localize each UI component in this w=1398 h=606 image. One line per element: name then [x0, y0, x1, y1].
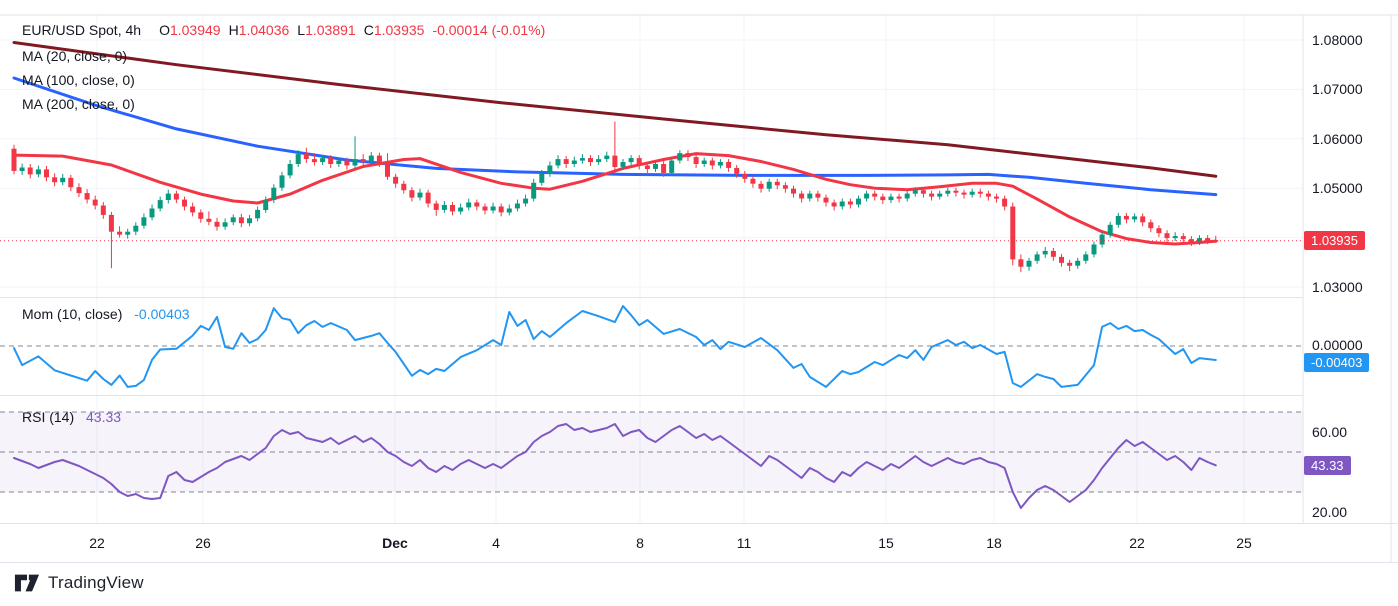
close-value: 1.03935	[373, 22, 425, 38]
time-tick-label: Dec	[382, 535, 408, 551]
mom-legend[interactable]: Mom (10, close) -0.00403	[22, 306, 190, 322]
mom-value-badge: -0.00403	[1304, 352, 1370, 372]
time-tick-label: 4	[492, 535, 500, 551]
rsi-legend-title: RSI (14)	[22, 409, 75, 425]
change-value: -0.00014 (-0.01%)	[432, 22, 546, 38]
rsi-legend[interactable]: RSI (14) 43.33	[22, 409, 121, 425]
ma100-legend[interactable]: MA (100, close, 0)	[22, 72, 135, 88]
mom-legend-value: -0.00403	[134, 306, 190, 322]
symbol-title: EUR/USD Spot, 4h	[22, 22, 142, 38]
price-tick-label: 1.06000	[1312, 130, 1363, 147]
open-label: O	[159, 22, 170, 38]
high-value: 1.04036	[238, 22, 290, 38]
mom-legend-title: Mom (10, close)	[22, 306, 123, 322]
last-price-badge: 1.03935	[1304, 231, 1365, 251]
price-tick-label: 1.07000	[1312, 81, 1363, 98]
time-tick-label: 22	[1129, 535, 1145, 551]
rsi-tick-label: 20.00	[1312, 504, 1348, 520]
low-label: L	[297, 22, 306, 38]
high-label: H	[228, 22, 239, 38]
price-tick-label: 1.03000	[1312, 279, 1363, 295]
low-value: 1.03891	[305, 22, 356, 38]
tradingview-logo-text: TradingView	[48, 573, 144, 592]
rsi-tick-label: 60.00	[1312, 424, 1348, 440]
rsi-value-badge: 43.33	[1304, 455, 1351, 475]
time-tick-label: 8	[636, 535, 644, 551]
time-tick-label: 26	[195, 535, 211, 551]
ma20-legend[interactable]: MA (20, close, 0)	[22, 48, 128, 64]
open-value: 1.03949	[169, 22, 221, 38]
price-tick-label: 1.05000	[1312, 180, 1363, 197]
time-tick-label: 18	[986, 535, 1002, 551]
time-tick-label: 15	[878, 535, 894, 551]
time-tick-label: 25	[1236, 535, 1252, 551]
close-label: C	[363, 22, 374, 38]
tradingview-logo[interactable]: TradingView	[14, 571, 144, 595]
ma200-legend[interactable]: MA (200, close, 0)	[22, 96, 135, 112]
price-tick-label: 1.08000	[1312, 32, 1363, 48]
rsi-legend-value: 43.33	[86, 409, 122, 425]
mom-tick-label: 0.00000	[1312, 337, 1363, 353]
time-tick-label: 22	[89, 535, 105, 551]
tradingview-logo-icon	[14, 574, 40, 592]
time-tick-label: 11	[736, 535, 752, 551]
symbol-legend[interactable]: EUR/USD Spot, 4h O1.03949 H1.04036 L1.03891…	[22, 22, 545, 38]
